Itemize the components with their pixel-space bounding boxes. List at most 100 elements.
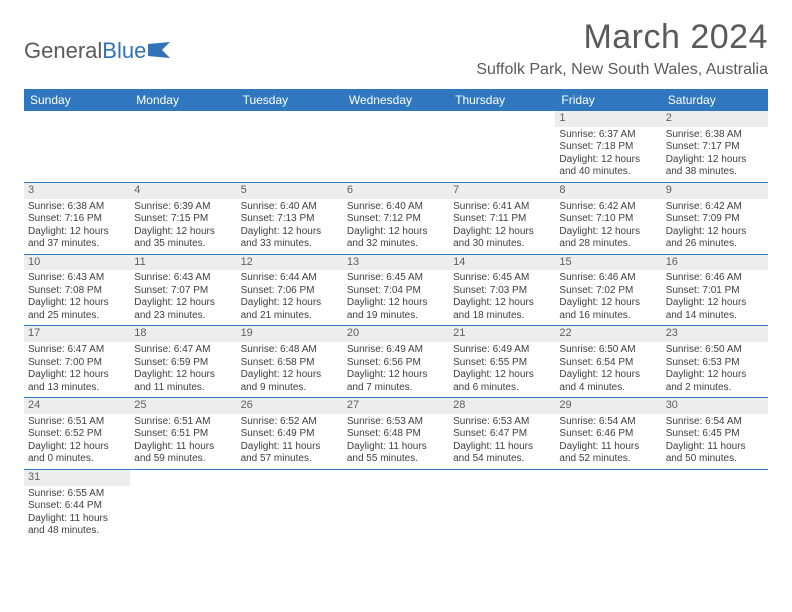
calendar-cell: 3 Sunrise: 6:38 AM Sunset: 7:16 PM Daylig…: [24, 182, 130, 254]
calendar-cell: .: [24, 111, 130, 182]
calendar-cell: 31Sunrise: 6:55 AM Sunset: 6:44 PM Dayli…: [24, 469, 130, 540]
day-number: 23: [662, 326, 768, 342]
day-number: 29: [555, 398, 661, 414]
day-number: 28: [449, 398, 555, 414]
day-header: Monday: [130, 89, 236, 111]
calendar-cell: 8Sunrise: 6:42 AM Sunset: 7:10 PM Daylig…: [555, 182, 661, 254]
day-details: Sunrise: 6:52 AM Sunset: 6:49 PM Dayligh…: [241, 416, 339, 466]
calendar-table: SundayMondayTuesdayWednesdayThursdayFrid…: [24, 89, 768, 541]
day-number: 9: [662, 183, 768, 199]
calendar-cell: 16Sunrise: 6:46 AM Sunset: 7:01 PM Dayli…: [662, 254, 768, 326]
calendar-cell: .: [237, 469, 343, 540]
month-title: March 2024: [476, 18, 768, 57]
day-number: 10: [24, 255, 130, 271]
day-details: Sunrise: 6:50 AM Sunset: 6:53 PM Dayligh…: [666, 344, 764, 394]
day-details: Sunrise: 6:39 AM Sunset: 7:15 PM Dayligh…: [134, 201, 232, 251]
calendar-cell: 20Sunrise: 6:49 AM Sunset: 6:56 PM Dayli…: [343, 326, 449, 398]
calendar-cell: 18Sunrise: 6:47 AM Sunset: 6:59 PM Dayli…: [130, 326, 236, 398]
day-details: Sunrise: 6:44 AM Sunset: 7:06 PM Dayligh…: [241, 272, 339, 322]
day-header: Sunday: [24, 89, 130, 111]
day-header: Saturday: [662, 89, 768, 111]
calendar-cell: 26 Sunrise: 6:52 AM Sunset: 6:49 PM Dayli…: [237, 398, 343, 470]
calendar-cell: 21Sunrise: 6:49 AM Sunset: 6:55 PM Dayli…: [449, 326, 555, 398]
calendar-cell: 5 Sunrise: 6:40 AM Sunset: 7:13 PM Daylig…: [237, 182, 343, 254]
week-row: .....1Sunrise: 6:37 AM Sunset: 7:18 PM D…: [24, 111, 768, 182]
day-details: Sunrise: 6:45 AM Sunset: 7:04 PM Dayligh…: [347, 272, 445, 322]
day-number: 8: [555, 183, 661, 199]
calendar-cell: 29Sunrise: 6:54 AM Sunset: 6:46 PM Dayli…: [555, 398, 661, 470]
calendar-cell: 15Sunrise: 6:46 AM Sunset: 7:02 PM Dayli…: [555, 254, 661, 326]
calendar-cell: 27Sunrise: 6:53 AM Sunset: 6:48 PM Dayli…: [343, 398, 449, 470]
day-number: 16: [662, 255, 768, 271]
week-row: 17 Sunrise: 6:47 AM Sunset: 7:00 PM Dayli…: [24, 326, 768, 398]
day-details: Sunrise: 6:43 AM Sunset: 7:08 PM Dayligh…: [28, 272, 126, 322]
day-details: Sunrise: 6:47 AM Sunset: 7:00 PM Dayligh…: [28, 344, 126, 394]
day-number: 20: [343, 326, 449, 342]
calendar-cell: .: [130, 469, 236, 540]
calendar-cell: 12Sunrise: 6:44 AM Sunset: 7:06 PM Dayli…: [237, 254, 343, 326]
day-number: 17: [24, 326, 130, 342]
calendar-cell: 4Sunrise: 6:39 AM Sunset: 7:15 PM Daylig…: [130, 182, 236, 254]
day-details: Sunrise: 6:51 AM Sunset: 6:52 PM Dayligh…: [28, 416, 126, 466]
day-details: Sunrise: 6:42 AM Sunset: 7:09 PM Dayligh…: [666, 201, 764, 251]
week-row: 24 Sunrise: 6:51 AM Sunset: 6:52 PM Dayli…: [24, 398, 768, 470]
day-details: Sunrise: 6:53 AM Sunset: 6:48 PM Dayligh…: [347, 416, 445, 466]
calendar-cell: 22 Sunrise: 6:50 AM Sunset: 6:54 PM Dayli…: [555, 326, 661, 398]
day-details: Sunrise: 6:55 AM Sunset: 6:44 PM Dayligh…: [28, 488, 126, 538]
day-details: Sunrise: 6:47 AM Sunset: 6:59 PM Dayligh…: [134, 344, 232, 394]
day-number: 13: [343, 255, 449, 271]
calendar-cell: .: [555, 469, 661, 540]
day-header: Thursday: [449, 89, 555, 111]
day-number: 5: [237, 183, 343, 199]
calendar-cell: .: [449, 111, 555, 182]
day-details: Sunrise: 6:45 AM Sunset: 7:03 PM Dayligh…: [453, 272, 551, 322]
calendar-cell: .: [343, 111, 449, 182]
calendar-cell: 6 Sunrise: 6:40 AM Sunset: 7:12 PM Daylig…: [343, 182, 449, 254]
day-number: 25: [130, 398, 236, 414]
week-row: 3 Sunrise: 6:38 AM Sunset: 7:16 PM Daylig…: [24, 182, 768, 254]
day-details: Sunrise: 6:38 AM Sunset: 7:16 PM Dayligh…: [28, 201, 126, 251]
day-number: 15: [555, 255, 661, 271]
week-row: 10Sunrise: 6:43 AM Sunset: 7:08 PM Dayli…: [24, 254, 768, 326]
day-header: Friday: [555, 89, 661, 111]
calendar-cell: 9 Sunrise: 6:42 AM Sunset: 7:09 PM Daylig…: [662, 182, 768, 254]
logo-text-blue: Blue: [102, 38, 146, 64]
location: Suffolk Park, New South Wales, Australia: [476, 61, 768, 79]
day-number: 1: [555, 111, 661, 127]
calendar-cell: 1 Sunrise: 6:37 AM Sunset: 7:18 PM Daylig…: [555, 111, 661, 182]
day-details: Sunrise: 6:40 AM Sunset: 7:13 PM Dayligh…: [241, 201, 339, 251]
day-number: 22: [555, 326, 661, 342]
calendar-cell: 30Sunrise: 6:54 AM Sunset: 6:45 PM Dayli…: [662, 398, 768, 470]
day-details: Sunrise: 6:54 AM Sunset: 6:45 PM Dayligh…: [666, 416, 764, 466]
logo: GeneralBlue: [24, 18, 170, 64]
day-header-row: SundayMondayTuesdayWednesdayThursdayFrid…: [24, 89, 768, 111]
day-details: Sunrise: 6:41 AM Sunset: 7:11 PM Dayligh…: [453, 201, 551, 251]
calendar-cell: 11Sunrise: 6:43 AM Sunset: 7:07 PM Dayli…: [130, 254, 236, 326]
day-number: 19: [237, 326, 343, 342]
day-details: Sunrise: 6:37 AM Sunset: 7:18 PM Dayligh…: [559, 129, 657, 179]
header: GeneralBlue March 2024 Suffolk Park, New…: [24, 18, 768, 79]
calendar-cell: 23 Sunrise: 6:50 AM Sunset: 6:53 PM Dayli…: [662, 326, 768, 398]
day-details: Sunrise: 6:50 AM Sunset: 6:54 PM Dayligh…: [559, 344, 657, 394]
calendar-cell: 2Sunrise: 6:38 AM Sunset: 7:17 PM Daylig…: [662, 111, 768, 182]
day-details: Sunrise: 6:40 AM Sunset: 7:12 PM Dayligh…: [347, 201, 445, 251]
calendar-cell: 10Sunrise: 6:43 AM Sunset: 7:08 PM Dayli…: [24, 254, 130, 326]
calendar-cell: 7Sunrise: 6:41 AM Sunset: 7:11 PM Daylig…: [449, 182, 555, 254]
calendar-cell: .: [662, 469, 768, 540]
day-number: 3: [24, 183, 130, 199]
calendar-body: .....1Sunrise: 6:37 AM Sunset: 7:18 PM D…: [24, 111, 768, 541]
logo-text-general: General: [24, 38, 102, 64]
calendar-cell: .: [130, 111, 236, 182]
day-number: 12: [237, 255, 343, 271]
calendar-cell: 24 Sunrise: 6:51 AM Sunset: 6:52 PM Dayli…: [24, 398, 130, 470]
day-number: 26: [237, 398, 343, 414]
day-number: 24: [24, 398, 130, 414]
day-details: Sunrise: 6:46 AM Sunset: 7:02 PM Dayligh…: [559, 272, 657, 322]
day-details: Sunrise: 6:43 AM Sunset: 7:07 PM Dayligh…: [134, 272, 232, 322]
calendar-head: SundayMondayTuesdayWednesdayThursdayFrid…: [24, 89, 768, 111]
calendar-cell: .: [343, 469, 449, 540]
calendar-cell: 25Sunrise: 6:51 AM Sunset: 6:51 PM Dayli…: [130, 398, 236, 470]
title-block: March 2024 Suffolk Park, New South Wales…: [476, 18, 768, 79]
day-header: Tuesday: [237, 89, 343, 111]
day-number: 6: [343, 183, 449, 199]
